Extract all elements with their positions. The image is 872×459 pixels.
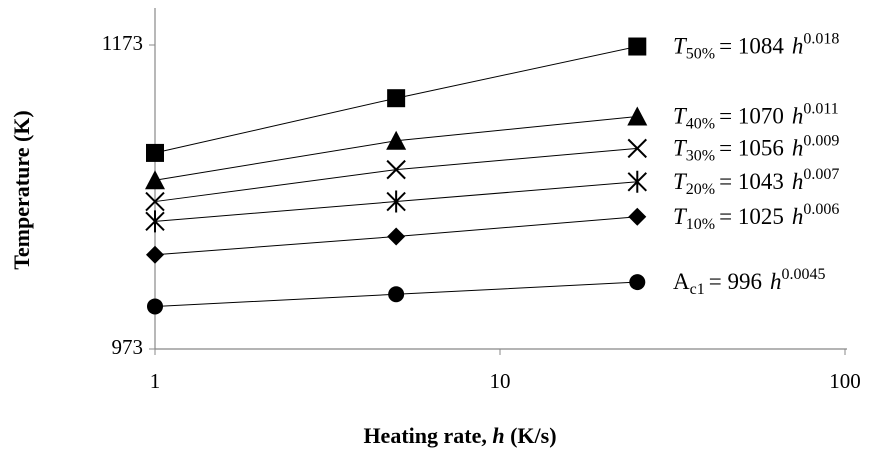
- x-tick-label: 1: [150, 369, 161, 393]
- x-axis-label: Heating rate, h (K/s): [363, 423, 556, 448]
- x-tick-label: 10: [490, 369, 511, 393]
- legend-entry: T20% = 1043 h0.007: [673, 165, 839, 197]
- legend-subscript: 20%: [686, 180, 715, 197]
- legend-variable: h: [792, 104, 804, 129]
- legend-symbol: T: [673, 34, 688, 59]
- x-label-variable: h: [492, 423, 504, 448]
- marker: [145, 210, 165, 233]
- legend-variable: h: [792, 136, 804, 161]
- legend-equation: = 996: [709, 269, 762, 294]
- marker: [388, 286, 405, 303]
- legend-exponent: 0.009: [803, 132, 839, 149]
- marker: [146, 245, 164, 264]
- legend-exponent: 0.007: [803, 165, 839, 182]
- x-label-text: Heating rate,: [363, 423, 486, 448]
- legend-exponent: 0.011: [803, 100, 838, 117]
- marker: [387, 227, 406, 246]
- marker: [627, 106, 648, 126]
- legend-entry: T10% = 1025 h0.006: [673, 200, 839, 232]
- legend-symbol: T: [673, 169, 688, 194]
- legend-variable: h: [792, 34, 804, 59]
- marker: [387, 89, 406, 108]
- marker: [145, 170, 165, 190]
- legend-exponent: 0.018: [803, 30, 839, 47]
- y-axis-label: Temperature (K): [9, 110, 34, 269]
- y-tick-label: 973: [112, 335, 144, 359]
- marker: [386, 190, 406, 213]
- x-tick-label: 100: [829, 369, 861, 393]
- legend-subscript: 30%: [686, 147, 715, 164]
- legend-variable: h: [770, 269, 782, 294]
- legend-symbol: T: [673, 136, 688, 161]
- x-label-unit: (K/s): [510, 423, 556, 448]
- legend-entry: T30% = 1056 h0.009: [673, 132, 839, 164]
- legend-equation: = 1043: [719, 169, 784, 194]
- legend-variable: h: [792, 204, 804, 229]
- legend-entry: T40% = 1070 h0.011: [673, 100, 839, 132]
- legend-entry: T50% = 1084 h0.018: [673, 30, 839, 62]
- legend-symbol: T: [673, 204, 688, 229]
- legend-variable: h: [792, 169, 804, 194]
- legend-subscript: 40%: [686, 115, 715, 132]
- legend-subscript: c1: [690, 281, 705, 298]
- legend-equation: = 1070: [719, 104, 784, 129]
- legend-subscript: 50%: [686, 45, 715, 62]
- marker: [145, 191, 165, 212]
- marker: [386, 130, 407, 150]
- marker: [147, 298, 163, 315]
- legend-equation: = 1056: [719, 136, 784, 161]
- marker: [628, 207, 647, 226]
- marker: [628, 37, 647, 56]
- marker: [627, 138, 647, 159]
- marker: [386, 159, 406, 180]
- legend-exponent: 0.006: [803, 200, 839, 217]
- legend-entry: Ac1 = 996 h0.0045: [673, 266, 825, 298]
- marker: [627, 170, 647, 193]
- legend-equation: = 1084: [719, 34, 784, 59]
- legend-exponent: 0.0045: [781, 266, 825, 283]
- y-tick-label: 1173: [102, 31, 143, 55]
- marker: [146, 143, 164, 162]
- marker: [629, 274, 646, 291]
- legend-symbol: T: [673, 104, 688, 129]
- legend-symbol: A: [673, 269, 690, 294]
- legend-equation: = 1025: [719, 204, 784, 229]
- legend-subscript: 10%: [686, 215, 715, 232]
